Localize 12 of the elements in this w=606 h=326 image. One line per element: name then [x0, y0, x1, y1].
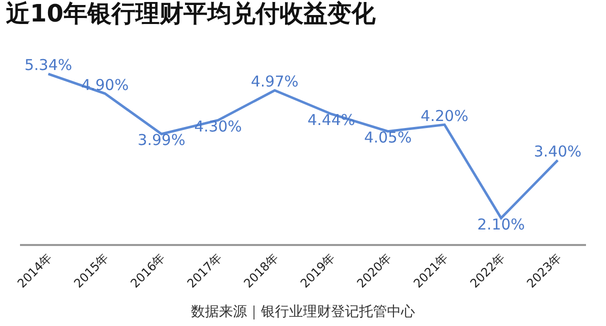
data-label: 4.97%	[250, 72, 299, 91]
data-label: 3.40%	[534, 142, 582, 160]
data-label: 2.10%	[477, 215, 525, 234]
data-label: 4.30%	[194, 117, 242, 136]
source-note: 数据来源｜银行业理财登记托管中心	[191, 304, 415, 320]
data-label: 4.90%	[81, 76, 129, 94]
data-label: 5.34%	[24, 56, 72, 74]
data-label: 4.05%	[364, 128, 412, 147]
chart-title: 近10年银行理财平均兑付收益变化	[6, 0, 376, 28]
data-label: 3.99%	[138, 131, 186, 150]
data-label: 4.44%	[307, 111, 356, 130]
data-label: 4.20%	[420, 106, 468, 125]
